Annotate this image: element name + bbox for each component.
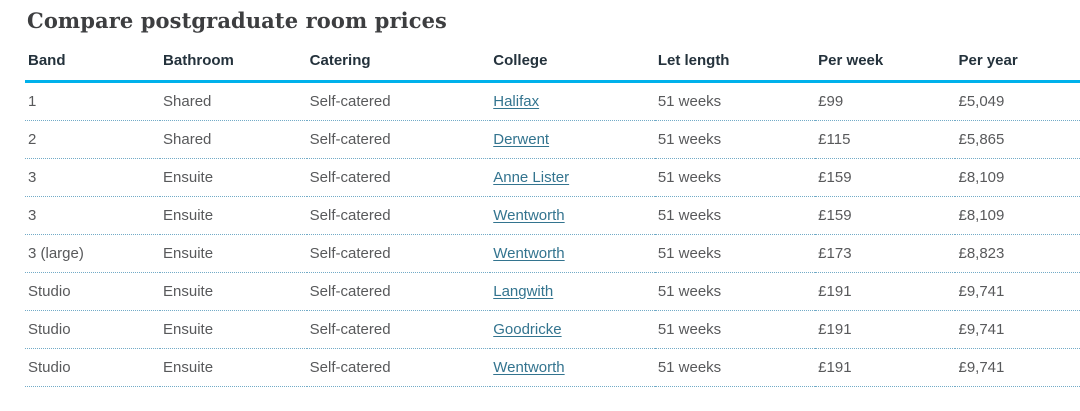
- cell-per_year: £9,741: [955, 348, 1080, 388]
- table-row: 1 Shared Self-catered Halifax 51 weeks £99 £5,…: [25, 81, 1080, 122]
- cell-per_week: £99: [815, 81, 956, 122]
- cell-per_week: £191: [815, 310, 956, 350]
- cell-college: Halifax: [490, 81, 655, 122]
- cell-per_week: £159: [815, 158, 956, 198]
- cell-band: 3: [25, 158, 161, 198]
- cell-band: Studio: [25, 348, 161, 388]
- cell-bathroom: Ensuite: [160, 158, 307, 198]
- cell-college: Langwith: [490, 272, 655, 312]
- cell-per_year: £9,741: [955, 310, 1080, 350]
- cell-per_week: £173: [815, 234, 956, 274]
- table-row: 2 Shared Self-catered Derwent 51 weeks £115 £5…: [25, 120, 1080, 160]
- college-link[interactable]: Anne Lister: [493, 169, 570, 187]
- cell-catering: Self-catered: [306, 120, 491, 160]
- cell-let_length: 51 weeks: [654, 348, 816, 388]
- cell-per_year: £5,865: [955, 120, 1080, 160]
- cell-per_year: £8,109: [955, 196, 1080, 236]
- cell-college: Derwent: [490, 120, 655, 160]
- cell-bathroom: Ensuite: [160, 348, 307, 388]
- cell-band: 1: [25, 81, 161, 122]
- cell-catering: Self-catered: [306, 81, 491, 122]
- column-header-per_week: Per week: [815, 46, 956, 84]
- cell-band: 3 (large): [25, 234, 161, 274]
- cell-let_length: 51 weeks: [654, 234, 816, 274]
- cell-let_length: 51 weeks: [654, 310, 816, 350]
- cell-let_length: 51 weeks: [654, 272, 816, 312]
- table-body: 1 Shared Self-catered Halifax 51 weeks £99 £5,…: [25, 81, 1080, 388]
- cell-per_year: £8,109: [955, 158, 1080, 198]
- cell-let_length: 51 weeks: [654, 120, 816, 160]
- cell-college: Wentworth: [490, 234, 655, 274]
- cell-bathroom: Shared: [160, 120, 307, 160]
- cell-catering: Self-catered: [306, 234, 491, 274]
- cell-bathroom: Ensuite: [160, 234, 307, 274]
- cell-college: Goodricke: [490, 310, 655, 350]
- table-row: 3 Ensuite Self-catered Wentworth 51 weeks £15…: [25, 196, 1080, 236]
- cell-college: Anne Lister: [490, 158, 655, 198]
- college-link[interactable]: Halifax: [493, 93, 540, 111]
- cell-bathroom: Ensuite: [160, 310, 307, 350]
- cell-per_week: £191: [815, 272, 956, 312]
- column-header-per_year: Per year: [955, 46, 1080, 84]
- college-link[interactable]: Wentworth: [493, 245, 565, 263]
- college-link[interactable]: Goodricke: [493, 321, 562, 339]
- column-header-bathroom: Bathroom: [160, 46, 307, 84]
- column-header-let_length: Let length: [654, 46, 816, 84]
- cell-bathroom: Shared: [160, 81, 307, 122]
- column-header-catering: Catering: [306, 46, 491, 84]
- table-row: Studio Ensuite Self-catered Goodricke 51 wee…: [25, 310, 1080, 350]
- cell-per_week: £191: [815, 348, 956, 388]
- college-link[interactable]: Wentworth: [493, 207, 565, 225]
- cell-band: Studio: [25, 272, 161, 312]
- table-row: Studio Ensuite Self-catered Langwith 51 week…: [25, 272, 1080, 312]
- cell-band: 3: [25, 196, 161, 236]
- cell-per_year: £8,823: [955, 234, 1080, 274]
- cell-catering: Self-catered: [306, 310, 491, 350]
- cell-let_length: 51 weeks: [654, 196, 816, 236]
- cell-let_length: 51 weeks: [654, 81, 816, 122]
- cell-college: Wentworth: [490, 196, 655, 236]
- cell-band: Studio: [25, 310, 161, 350]
- college-link[interactable]: Wentworth: [493, 359, 565, 377]
- cell-let_length: 51 weeks: [654, 158, 816, 198]
- cell-catering: Self-catered: [306, 272, 491, 312]
- column-header-band: Band: [25, 46, 161, 84]
- college-link[interactable]: Langwith: [493, 283, 554, 301]
- table-row: 3 Ensuite Self-catered Anne Lister 51 weeks £…: [25, 158, 1080, 198]
- cell-per_week: £159: [815, 196, 956, 236]
- page-title: Compare postgraduate room prices: [27, 8, 447, 33]
- cell-bathroom: Ensuite: [160, 272, 307, 312]
- table-row: 3 (large) Ensuite Self-catered Wentworth 51 …: [25, 234, 1080, 274]
- cell-per_week: £115: [815, 120, 956, 160]
- cell-band: 2: [25, 120, 161, 160]
- cell-per_year: £5,049: [955, 81, 1080, 122]
- cell-per_year: £9,741: [955, 272, 1080, 312]
- college-link[interactable]: Derwent: [493, 131, 550, 149]
- cell-catering: Self-catered: [306, 196, 491, 236]
- table-row: Studio Ensuite Self-catered Wentworth 51 wee…: [25, 348, 1080, 388]
- cell-bathroom: Ensuite: [160, 196, 307, 236]
- room-prices-table: Band Bathroom Catering College Let length Per…: [25, 46, 1080, 388]
- column-header-college: College: [490, 46, 655, 84]
- cell-catering: Self-catered: [306, 348, 491, 388]
- cell-catering: Self-catered: [306, 158, 491, 198]
- cell-college: Wentworth: [490, 348, 655, 388]
- table-header-row: Band Bathroom Catering College Let length Per…: [25, 46, 1080, 84]
